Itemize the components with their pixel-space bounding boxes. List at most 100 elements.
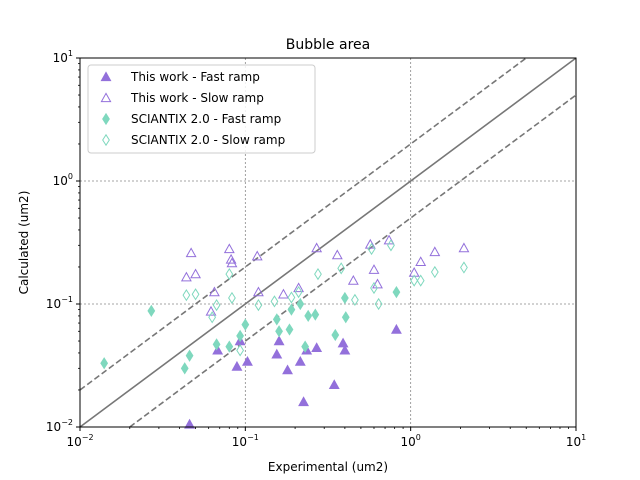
y-tick-label: 10−1 (46, 295, 73, 311)
data-point (287, 303, 296, 316)
data-point (364, 238, 376, 249)
data-point (314, 267, 322, 281)
data-point (304, 309, 313, 323)
data-point (368, 264, 380, 274)
data-point (367, 242, 376, 256)
data-point (387, 239, 395, 252)
legend-marker (100, 92, 112, 103)
data-point (272, 313, 281, 326)
data-point (340, 291, 349, 305)
y-tick-label: 100 (53, 172, 73, 188)
y-tick-label: 101 (53, 49, 73, 65)
data-point (429, 246, 441, 257)
data-point (270, 295, 279, 308)
data-point (416, 274, 425, 287)
legend-marker (100, 71, 112, 82)
legend-marker (102, 133, 110, 147)
data-point (208, 286, 220, 297)
data-point (287, 291, 296, 304)
data-point (191, 288, 200, 301)
data-point (275, 325, 283, 338)
data-point (100, 357, 109, 370)
data-point (208, 311, 217, 324)
y-axis-label: Calculated (um2) (17, 191, 31, 295)
data-point (460, 261, 468, 274)
legend-label: This work - Fast ramp (130, 70, 260, 84)
data-point (331, 328, 340, 342)
data-point (410, 274, 419, 287)
data-point (252, 286, 264, 297)
data-point (347, 274, 359, 285)
legend-marker (102, 112, 110, 126)
parity-line (79, 57, 577, 428)
data-point (251, 250, 263, 261)
data-point (242, 355, 253, 366)
x-axis-label: Experimental (um2) (268, 460, 388, 474)
data-points (100, 234, 470, 429)
data-point (225, 253, 237, 264)
x-tick-label: 10−1 (232, 433, 259, 449)
data-point (205, 305, 217, 316)
data-point (331, 249, 343, 260)
data-point (415, 256, 427, 267)
data-point (241, 318, 250, 331)
data-point (190, 268, 202, 279)
data-point (285, 323, 294, 336)
data-point (236, 329, 245, 343)
data-point (212, 344, 224, 355)
data-point (226, 257, 238, 268)
data-point (184, 418, 196, 429)
data-point (293, 282, 305, 293)
data-point (294, 285, 303, 299)
y-tick-label: 10−2 (46, 418, 73, 434)
data-point (458, 242, 470, 253)
factor-two-line (79, 57, 527, 391)
data-point (182, 289, 191, 302)
data-point (236, 344, 245, 357)
data-point (147, 304, 156, 317)
data-point (370, 281, 378, 295)
data-point (185, 247, 197, 258)
data-point (311, 308, 320, 321)
data-point (311, 342, 323, 353)
data-point (223, 243, 235, 254)
data-point (254, 298, 263, 312)
data-point (339, 344, 351, 355)
data-point (212, 338, 221, 351)
plot-frame (79, 57, 577, 428)
data-point (180, 362, 189, 375)
x-tick-label: 100 (400, 433, 420, 449)
reference-lines (79, 57, 577, 428)
legend-label: This work - Slow ramp (130, 91, 264, 105)
data-point (294, 355, 306, 366)
data-point (212, 298, 221, 312)
data-point (351, 293, 359, 307)
data-point (311, 242, 323, 253)
data-point (337, 262, 346, 275)
data-point (180, 271, 192, 282)
data-point (185, 349, 194, 362)
data-point (337, 337, 349, 348)
data-point (301, 340, 310, 353)
data-point (271, 348, 283, 359)
data-point (282, 364, 293, 375)
data-point (374, 297, 383, 311)
legend-label: SCIANTIX 2.0 - Slow ramp (131, 133, 285, 147)
factor-two-line (129, 94, 577, 428)
data-point (231, 360, 243, 371)
legend-label: SCIANTIX 2.0 - Fast ramp (131, 112, 281, 126)
data-point (296, 297, 305, 311)
data-point (328, 379, 340, 390)
chart-title: Bubble area (286, 37, 370, 53)
data-point (341, 311, 350, 324)
x-tick-label: 101 (566, 433, 586, 449)
data-point (430, 265, 439, 279)
data-point (225, 340, 234, 353)
data-point (228, 291, 236, 305)
data-point (298, 396, 310, 407)
data-point (273, 335, 285, 346)
data-point (392, 285, 401, 299)
x-tick-label: 10−2 (66, 433, 93, 449)
data-point (277, 288, 289, 299)
